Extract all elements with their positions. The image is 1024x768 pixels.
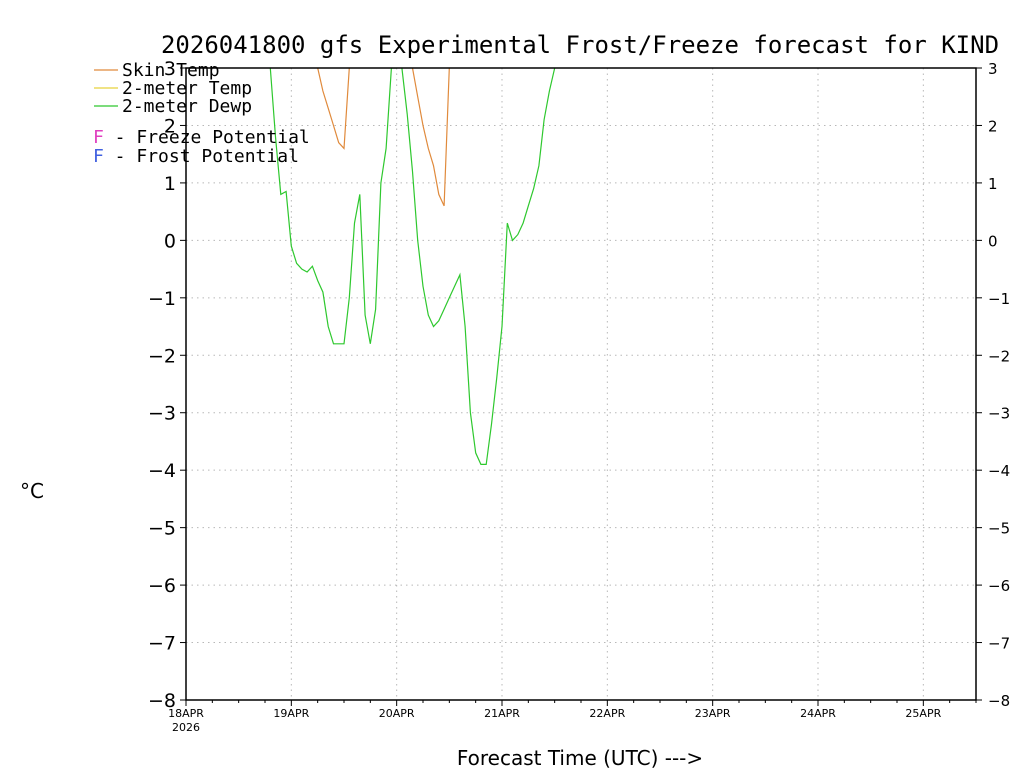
y-axis-left: 3 2 1 0 −1 −2 −3 −4 −5 −6 −7 −8	[148, 58, 186, 712]
chart-title: 2026041800 gfs Experimental Frost/Freeze…	[161, 31, 999, 59]
ytick-label-left: −8	[148, 690, 176, 712]
series-layer	[269, 68, 556, 465]
ytick-label-left: −1	[148, 288, 176, 310]
ytick-label-left: −6	[148, 575, 176, 597]
xtick-label: 23APR	[695, 707, 731, 720]
ytick-label-right: 3	[988, 60, 998, 78]
series-line-skin-temp	[317, 68, 350, 150]
ytick-label-right: −4	[988, 462, 1010, 480]
legend-potential-symbol: F	[93, 146, 104, 167]
ytick-label-left: −5	[148, 518, 176, 540]
ytick-label-left: 1	[164, 173, 176, 195]
legend-label: Skin Temp	[122, 60, 220, 81]
ytick-label-right: −1	[988, 290, 1010, 308]
ytick-label-right: −5	[988, 520, 1010, 538]
legend-potential-label: - Frost Potential	[104, 146, 299, 167]
x-axis-label: Forecast Time (UTC) --->	[457, 746, 703, 768]
legend-label: 2-meter Temp	[122, 78, 252, 99]
ytick-label-left: 2	[164, 115, 176, 137]
ytick-label-left: −7	[148, 633, 176, 655]
xtick-label: 19APR	[273, 707, 309, 720]
ytick-label-left: −2	[148, 345, 176, 367]
series-line-2-meter-dewp	[269, 68, 397, 345]
xtick-label: 20APR	[379, 707, 415, 720]
xtick-label: 22APR	[589, 707, 625, 720]
y-axis-label: °C	[20, 479, 44, 503]
series-line-skin-temp	[411, 68, 450, 207]
legend-potential-symbol: F	[93, 127, 104, 148]
ytick-label-right: −2	[988, 347, 1010, 365]
ytick-label-right: −6	[988, 577, 1010, 595]
grid	[185, 67, 976, 701]
xtick-label: 25APR	[905, 707, 941, 720]
legend-potential-label: - Freeze Potential	[104, 127, 310, 148]
ytick-label-right: −3	[988, 405, 1010, 423]
xtick-label: 24APR	[800, 707, 836, 720]
ytick-label-left: 3	[164, 58, 176, 80]
ytick-label-right: 0	[988, 232, 998, 250]
ytick-label-right: 1	[988, 175, 998, 193]
legend-potential: F - Frost Potential	[93, 146, 299, 167]
ytick-label-right: −8	[988, 692, 1010, 710]
ytick-label-right: 2	[988, 117, 998, 135]
xtick-sublabel: 2026	[172, 721, 200, 734]
series-line-2-meter-dewp	[401, 68, 556, 465]
xtick-label: 18APR	[168, 707, 204, 720]
legend-potential: F - Freeze Potential	[93, 127, 310, 148]
xtick-label: 21APR	[484, 707, 520, 720]
ytick-label-left: 0	[164, 230, 176, 252]
ytick-label-right: −7	[988, 635, 1010, 653]
legend-label: 2-meter Dewp	[122, 96, 252, 117]
plot-frame	[185, 67, 977, 701]
y-axis-right: 3 2 1 0 −1 −2 −3 −4 −5 −6 −7 −8	[976, 60, 1010, 710]
ytick-label-left: −3	[148, 403, 176, 425]
ytick-label-left: −4	[148, 460, 176, 482]
